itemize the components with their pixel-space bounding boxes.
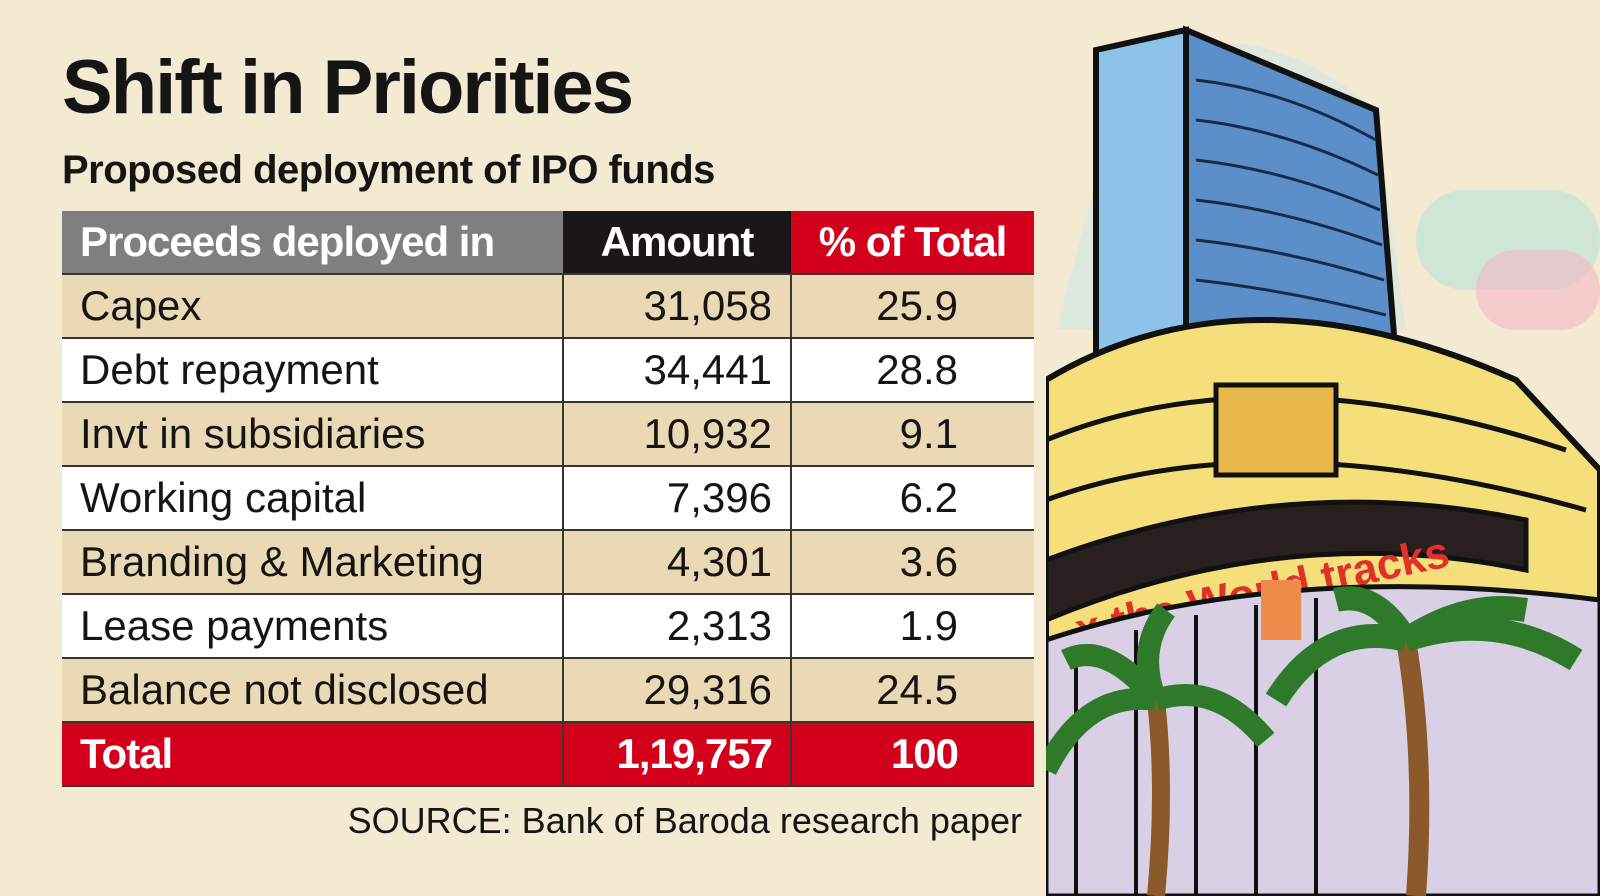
table-row: Invt in subsidiaries 10,932 9.1 bbox=[62, 401, 1034, 467]
cell-percent: 6.2 bbox=[790, 465, 1034, 531]
table-row: Balance not disclosed 29,316 24.5 bbox=[62, 657, 1034, 723]
page-title: Shift in Priorities bbox=[62, 45, 634, 130]
cell-percent: 24.5 bbox=[790, 657, 1034, 723]
cell-amount: 7,396 bbox=[562, 465, 791, 531]
column-header-proceeds: Proceeds deployed in bbox=[62, 211, 563, 275]
cell-category: Lease payments bbox=[62, 593, 563, 659]
cell-amount: 4,301 bbox=[562, 529, 791, 595]
cell-category: Capex bbox=[62, 273, 563, 339]
source-note: SOURCE: Bank of Baroda research paper bbox=[347, 800, 1022, 841]
cell-category: Balance not disclosed bbox=[62, 657, 563, 723]
cell-percent: 9.1 bbox=[790, 401, 1034, 467]
total-label: Total bbox=[62, 721, 563, 787]
cell-amount: 10,932 bbox=[562, 401, 791, 467]
table-row: Debt repayment 34,441 28.8 bbox=[62, 337, 1034, 403]
cell-category: Working capital bbox=[62, 465, 563, 531]
stock-exchange-illustration: x the World tracks bbox=[1046, 25, 1600, 896]
cell-percent: 3.6 bbox=[790, 529, 1034, 595]
cell-category: Debt repayment bbox=[62, 337, 563, 403]
column-header-percent: % of Total bbox=[791, 211, 1034, 275]
total-amount: 1,19,757 bbox=[562, 721, 791, 787]
cell-amount: 31,058 bbox=[562, 273, 791, 339]
page-subtitle: Proposed deployment of IPO funds bbox=[62, 148, 715, 192]
cell-percent: 1.9 bbox=[790, 593, 1034, 659]
cell-category: Invt in subsidiaries bbox=[62, 401, 563, 467]
cell-amount: 34,441 bbox=[562, 337, 791, 403]
palm-tree-icon bbox=[1046, 586, 1583, 896]
cell-category: Branding & Marketing bbox=[62, 529, 563, 595]
total-row: Total 1,19,757 100 bbox=[62, 721, 1034, 787]
table-header-row: Proceeds deployed in Amount % of Total bbox=[62, 211, 1034, 275]
cell-amount: 29,316 bbox=[562, 657, 791, 723]
table-row: Branding & Marketing 4,301 3.6 bbox=[62, 529, 1034, 595]
cell-percent: 25.9 bbox=[790, 273, 1034, 339]
total-percent: 100 bbox=[790, 721, 1034, 787]
cell-amount: 2,313 bbox=[562, 593, 791, 659]
table-row: Lease payments 2,313 1.9 bbox=[62, 593, 1034, 659]
cell-percent: 28.8 bbox=[790, 337, 1034, 403]
ipo-funds-table: Proceeds deployed in Amount % of Total C… bbox=[62, 211, 1034, 787]
table-row: Working capital 7,396 6.2 bbox=[62, 465, 1034, 531]
column-header-amount: Amount bbox=[563, 211, 791, 275]
table-row: Capex 31,058 25.9 bbox=[62, 273, 1034, 339]
